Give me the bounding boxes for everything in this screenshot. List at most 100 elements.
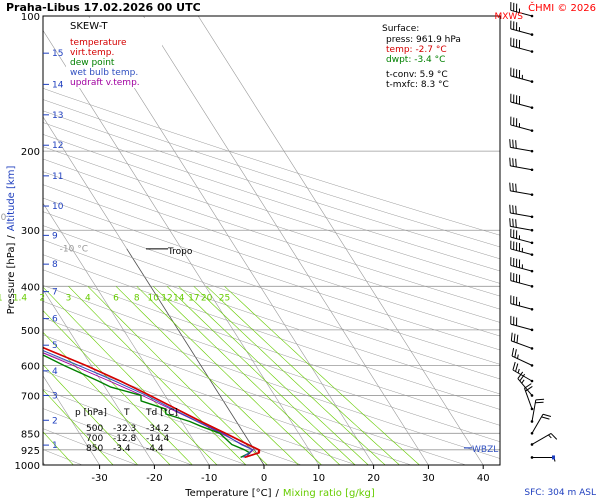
wind-barb	[517, 371, 534, 397]
mixing-ratio-label: 4	[85, 293, 91, 303]
mixing-ratio-line	[178, 286, 369, 465]
x-tick-label: 10	[312, 473, 325, 484]
isotherm-line	[43, 29, 320, 465]
wind-barb	[510, 228, 534, 245]
mixing-ratio-line	[68, 286, 247, 465]
wind-barb-flag	[519, 373, 526, 382]
wind-barb-half	[517, 354, 519, 359]
surface-marker	[552, 455, 555, 460]
surface-tmxfc: t-mxfc: 8.3 °C	[386, 80, 449, 90]
x-tick-label: 30	[422, 473, 435, 484]
wind-barb-dot	[530, 364, 534, 367]
altitude-tick-label: 11	[52, 172, 63, 182]
dry-adiabat-line	[43, 225, 500, 380]
mixing-ratio-line	[193, 286, 386, 465]
wind-barb	[530, 433, 558, 446]
wind-barb-flag	[535, 401, 544, 404]
pressure-tick-label: 100	[21, 12, 40, 23]
dry-adiabat-line	[43, 388, 247, 465]
table-cell: -32.3	[113, 424, 136, 434]
isotherm-label: -20	[0, 213, 7, 223]
mixing-ratio-label: 14	[173, 293, 185, 303]
wind-barb-dot	[530, 241, 534, 245]
wind-barb	[510, 272, 534, 288]
wind-barb-flag	[515, 158, 517, 168]
wind-barb-flag	[509, 139, 511, 148]
isotherm-line	[197, 16, 484, 465]
wind-barb-dot	[530, 168, 534, 172]
table-cell: -12.8	[113, 434, 137, 444]
wind-barb-staff	[510, 248, 533, 256]
pressure-tick-label: 600	[21, 361, 40, 372]
y-axis-title: Pressure [hPa]/Altitude [km]	[6, 166, 17, 315]
wind-barb	[512, 361, 534, 383]
series-temperature	[43, 346, 260, 459]
mixing-ratio-label: 1.4	[13, 293, 28, 303]
wind-barb	[509, 139, 534, 153]
wind-barb-staff	[531, 414, 544, 434]
wind-barb-staff	[511, 355, 533, 366]
isotherm-line	[88, 16, 374, 465]
wind-barb-staff	[510, 45, 533, 53]
altitude-tick-label: 6	[52, 315, 58, 325]
isotherm-line	[143, 16, 429, 465]
surface-dwpt: dwpt: -3.4 °C	[386, 55, 445, 65]
altitude-tick-label: 5	[52, 341, 58, 351]
wind-barb-flag	[517, 371, 524, 379]
altitude-tick-label: 8	[52, 260, 58, 270]
wind-barb-staff	[510, 9, 533, 17]
legend-updraft: updraft v.temp.	[70, 78, 140, 88]
dry-adiabat-line	[43, 171, 500, 323]
wind-barb-staff	[531, 399, 537, 422]
wind-barb-dot	[530, 420, 534, 423]
series-layer	[43, 346, 261, 459]
wind-barb-staff	[510, 146, 533, 152]
wind-barb-flag	[541, 416, 550, 420]
dry-adiabat-line	[43, 254, 500, 410]
mxws-label: MXWS	[494, 12, 523, 22]
tropopause-label: Tropo	[167, 247, 193, 257]
wind-barb-dot	[530, 193, 534, 196]
wind-barb	[510, 332, 534, 350]
wind-barb-staff	[510, 225, 533, 231]
wind-barb-dot	[530, 50, 534, 53]
credit-text: ČHMI © 2026	[528, 1, 596, 14]
wind-barb	[510, 93, 534, 109]
wind-barb-dot	[530, 347, 534, 350]
mixing-ratio-label: 3	[66, 293, 72, 303]
legend-virt-temp: virt.temp.	[70, 48, 114, 58]
wind-barb	[530, 413, 552, 435]
mixing-ratio-line	[166, 286, 356, 465]
mixing-ratio-line	[43, 310, 193, 465]
dry-adiabat-line	[43, 99, 500, 248]
wind-barb-layer	[509, 2, 558, 462]
data-table: p [hPa] T Td [°C] 500 -32.3 -34.2 700 -1…	[75, 408, 178, 454]
dry-adiabat-line	[43, 370, 302, 465]
isotherm-line	[43, 288, 155, 465]
pressure-tick-label: 400	[21, 282, 40, 293]
altitude-tick-label: 12	[52, 141, 63, 151]
wind-barb-flag	[512, 205, 514, 214]
wind-barb-dot	[530, 285, 534, 288]
dry-adiabat-line	[43, 428, 138, 465]
mixing-ratio-label: 6	[113, 293, 119, 303]
dry-adiabat-line	[43, 301, 500, 459]
wind-barb-staff	[510, 303, 533, 310]
wind-barb-dot	[530, 432, 534, 435]
altitude-tick-label: 4	[52, 367, 58, 377]
wind-barb-flag	[512, 183, 514, 192]
table-cell: 850	[86, 444, 103, 454]
isotherm-line	[43, 375, 100, 465]
wind-barb-flag	[515, 363, 519, 372]
wind-barb-dot	[530, 328, 534, 332]
dry-adiabat-line	[43, 134, 500, 284]
table-cell: 500	[86, 424, 103, 434]
mixing-ratio-line	[206, 286, 400, 465]
table-header-t: T	[123, 408, 130, 418]
wind-barb-flag	[525, 386, 533, 392]
wind-barb	[509, 218, 534, 232]
x-tick-label: -10	[201, 473, 217, 484]
altitude-tick-label: 9	[52, 231, 58, 241]
